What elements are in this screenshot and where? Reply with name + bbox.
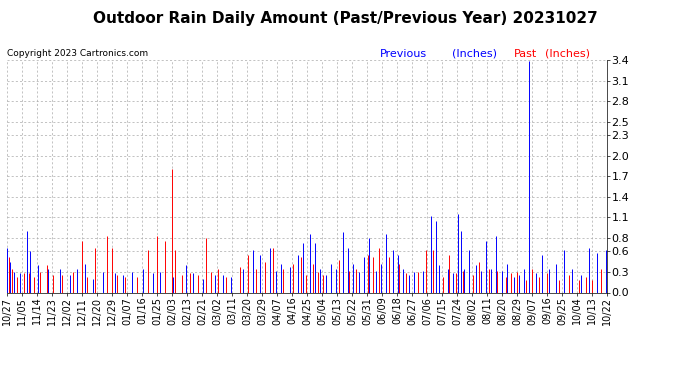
Text: (Inches): (Inches) [452, 49, 497, 59]
Text: Previous: Previous [380, 49, 426, 59]
Text: Outdoor Rain Daily Amount (Past/Previous Year) 20231027: Outdoor Rain Daily Amount (Past/Previous… [92, 11, 598, 26]
Text: Past: Past [514, 49, 538, 59]
Text: Copyright 2023 Cartronics.com: Copyright 2023 Cartronics.com [7, 49, 148, 58]
Text: (Inches): (Inches) [545, 49, 590, 59]
